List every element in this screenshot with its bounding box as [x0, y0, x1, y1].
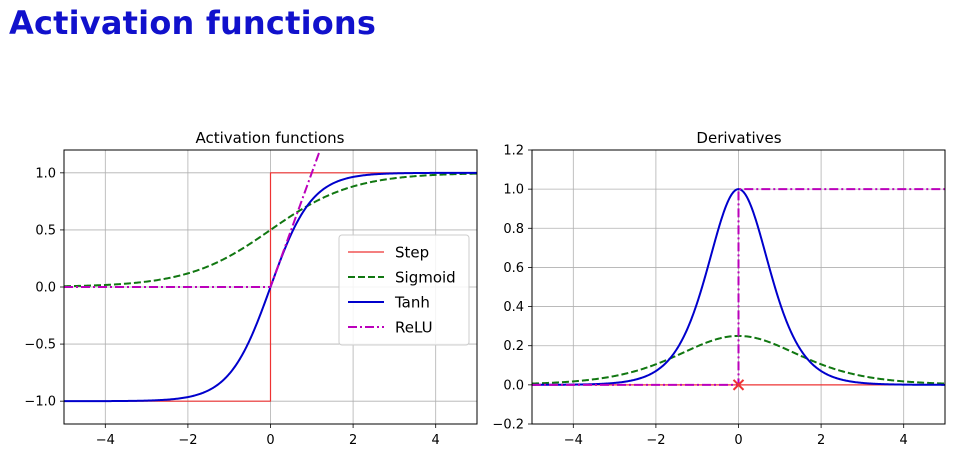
ticks: −4 −2 0 2 4 −0.2 0.0 0.2 0.4 0.6 0.8 1.0 1.2 — [492, 144, 907, 449]
slide-title: Activation functions — [9, 4, 377, 42]
x-tick-label: 0 — [734, 433, 742, 448]
x-tick-label: −4 — [96, 433, 115, 448]
series-line-relu-derivative — [532, 188, 945, 386]
y-tick-label: 0.0 — [503, 378, 524, 393]
legend-label: Step — [395, 244, 429, 262]
ticks: −4 −2 0 2 4 −1.0 −0.5 0.0 0.5 1.0 — [24, 166, 439, 448]
series-line-relu — [64, 150, 322, 288]
y-tick-label: 1.0 — [503, 183, 524, 198]
legend-item: Sigmoid — [348, 269, 456, 287]
annotation-marker — [732, 379, 745, 391]
axes-frame — [63, 149, 478, 425]
y-tick-label: −0.5 — [24, 338, 56, 353]
x-tick-label: 2 — [817, 433, 825, 448]
legend-label: Tanh — [394, 294, 430, 312]
x-tick-label: 4 — [900, 433, 908, 448]
chart-title: Derivatives — [696, 129, 781, 147]
legend: Step Sigmoid Tanh ReLU — [338, 234, 470, 346]
chart-derivatives: Derivatives −4 −2 0 2 4 −0.2 0.0 0.2 0.4 0.6 0.8 1.… — [492, 129, 946, 449]
y-tick-label: 0.0 — [35, 281, 56, 296]
legend-item: ReLU — [348, 319, 433, 337]
y-tick-label: 0.5 — [35, 223, 56, 238]
x-tick-label: 2 — [349, 433, 357, 448]
y-tick-label: 1.2 — [503, 144, 524, 159]
axes-frame — [531, 149, 946, 425]
legend-label: Sigmoid — [395, 269, 456, 287]
legend-item: Tanh — [348, 294, 430, 312]
y-tick-label: −0.2 — [492, 418, 524, 433]
y-tick-label: 1.0 — [35, 166, 56, 181]
chart-title: Activation functions — [196, 129, 345, 147]
y-tick-label: 0.4 — [503, 300, 524, 315]
x-tick-label: 4 — [432, 433, 440, 448]
x-tick-label: 0 — [266, 433, 274, 448]
series-group — [64, 150, 477, 403]
y-tick-label: 0.2 — [503, 339, 524, 354]
x-tick-label: −2 — [178, 433, 197, 448]
y-tick-label: −1.0 — [24, 395, 56, 410]
chart-activation-functions: Activation functions −4 −2 0 2 4 −1.0 −0.5 0.0 0… — [24, 129, 478, 448]
legend-box — [338, 234, 470, 346]
y-tick-label: 0.6 — [503, 261, 524, 276]
legend-label: ReLU — [395, 319, 433, 337]
legend-item: Step — [348, 244, 429, 262]
x-tick-label: −4 — [564, 433, 583, 448]
x-tick-label: −2 — [646, 433, 665, 448]
y-tick-label: 0.8 — [503, 222, 524, 237]
